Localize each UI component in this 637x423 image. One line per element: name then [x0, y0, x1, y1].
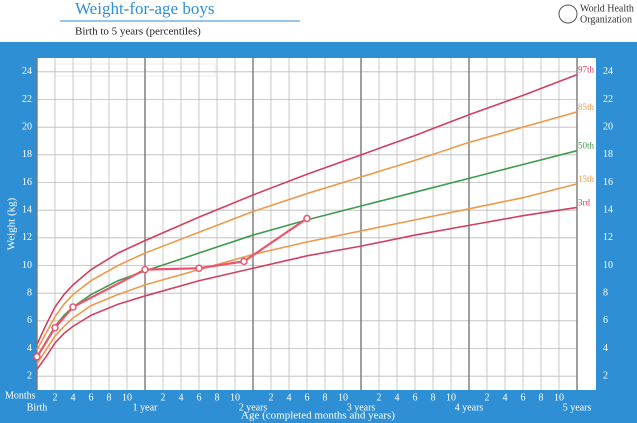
series-label: 15th — [578, 174, 595, 184]
x-axis-title: Age (completed months and years) — [241, 410, 395, 422]
percentile-line — [36, 149, 578, 359]
child-point — [51, 324, 59, 332]
x-tick-label: 4 — [179, 392, 184, 403]
series-label: 50th — [578, 141, 595, 151]
x-tick-label: 8 — [431, 392, 436, 403]
x-tick-label: 4 — [71, 392, 76, 403]
x-tick-label: 10 — [338, 392, 348, 403]
y-tick-label: 4 — [603, 343, 608, 354]
x-unit-label: Months — [5, 390, 36, 401]
x-tick-label: 2 — [53, 392, 58, 403]
who-logo — [558, 4, 578, 24]
y-tick-label: 14 — [22, 204, 32, 215]
year-label: 4 years — [455, 402, 484, 413]
y-tick-label: 14 — [603, 204, 613, 215]
blank-box — [54, 63, 216, 77]
y-tick-label: 18 — [603, 149, 613, 160]
x-tick-label: 6 — [197, 392, 202, 403]
y-tick-label: 22 — [22, 94, 32, 105]
series-label: 97th — [578, 65, 595, 75]
plot-area — [37, 58, 596, 390]
y-tick-label: 4 — [27, 343, 32, 354]
y-tick-label: 16 — [22, 177, 32, 188]
y-tick-label: 24 — [603, 66, 613, 77]
y-tick-label: 6 — [603, 315, 608, 326]
x-tick-label: 8 — [215, 392, 220, 403]
child-point — [195, 264, 203, 273]
x-tick-label: 10 — [230, 392, 240, 403]
percentile-line — [36, 183, 578, 365]
child-point — [240, 257, 248, 266]
y-tick-label: 12 — [603, 232, 613, 243]
y-axis-title: Weight (kg) — [6, 197, 18, 250]
x-tick-label: 2 — [377, 392, 382, 403]
y-tick-label: 24 — [22, 66, 32, 77]
x-tick-label: 2 — [485, 392, 490, 403]
x-tick-label: 2 — [161, 392, 166, 403]
org-name: Organization — [580, 14, 632, 25]
chart-subtitle: Birth to 5 years (percentiles) — [75, 26, 201, 38]
percentile-line — [36, 206, 578, 370]
x-tick-label: 6 — [521, 392, 526, 403]
child-point — [141, 265, 149, 274]
x-tick-label: 6 — [305, 392, 310, 403]
x-tick-label: 6 — [89, 392, 94, 403]
x-tick-label: 2 — [269, 392, 274, 403]
x-tick-label: 10 — [446, 392, 456, 403]
y-tick-label: 8 — [27, 287, 32, 298]
y-tick-label: 18 — [22, 149, 32, 160]
child-point — [303, 214, 311, 223]
y-tick-label: 6 — [27, 315, 32, 326]
y-tick-label: 10 — [603, 260, 613, 271]
y-tick-label: 2 — [603, 370, 608, 381]
y-tick-label: 12 — [22, 232, 32, 243]
series-label: 85th — [578, 102, 595, 112]
x-tick-label: 10 — [554, 392, 564, 403]
x-tick-label: 4 — [395, 392, 400, 403]
x-tick-label: 8 — [107, 392, 112, 403]
y-tick-label: 2 — [27, 370, 32, 381]
percentile-line — [36, 111, 578, 351]
year-label: 1 year — [133, 402, 158, 413]
year-label: 3 years — [347, 402, 376, 413]
y-tick-label: 20 — [603, 121, 613, 132]
y-tick-label: 8 — [603, 287, 608, 298]
child-point — [33, 353, 41, 361]
y-tick-label: 10 — [22, 260, 32, 271]
percentile-line — [36, 73, 578, 345]
x-tick-label: 6 — [413, 392, 418, 403]
x-tick-label: 8 — [323, 392, 328, 403]
x-tick-label: 8 — [539, 392, 544, 403]
year-label: 2 years — [239, 402, 268, 413]
y-tick-label: 20 — [22, 121, 32, 132]
y-tick-label: 22 — [603, 94, 613, 105]
year-label: Birth — [27, 402, 48, 413]
year-label: 5 years — [563, 402, 592, 413]
y-tick-label: 16 — [603, 177, 613, 188]
x-tick-label: 10 — [122, 392, 132, 403]
org-name: World Health — [580, 3, 634, 14]
x-tick-label: 4 — [503, 392, 508, 403]
x-tick-label: 4 — [287, 392, 292, 403]
chart-title: Weight-for-age boys — [75, 0, 214, 18]
series-label: 3rd — [578, 197, 590, 207]
child-point — [69, 303, 77, 311]
